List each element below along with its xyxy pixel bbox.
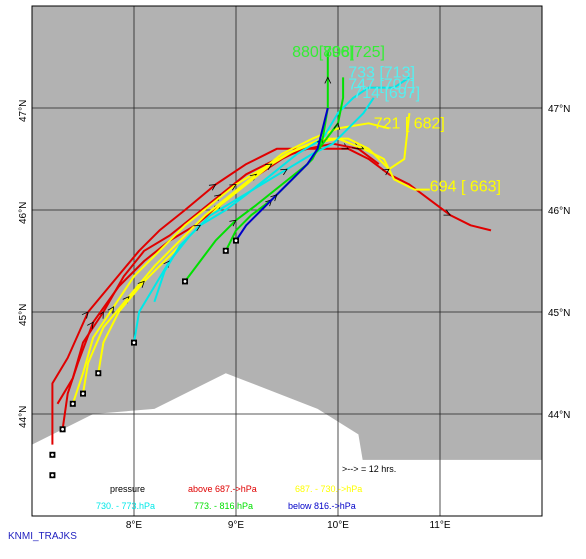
endpoint-label: 747 [707]: [348, 77, 415, 94]
start-marker-dot: [51, 473, 54, 477]
trajectory-arrow: [229, 184, 237, 191]
legend-area: [32, 459, 542, 516]
trajectory-arrow: [193, 224, 202, 232]
legend-entry: below 816.->hPa: [288, 501, 356, 511]
x-tick-label: 9°E: [228, 520, 245, 531]
trajectory-arrow: [107, 306, 115, 314]
trajectory-arrow: [382, 168, 390, 176]
y-tick-label-right: 45°N: [548, 308, 570, 319]
y-tick-label-right: 47°N: [548, 104, 570, 115]
trajectory-7: [153, 76, 410, 303]
y-tick-label-left: 47°N: [18, 100, 29, 122]
trajectory-arrow: [264, 163, 273, 170]
start-marker-dot: [234, 239, 238, 243]
x-tick-label: 8°E: [126, 520, 143, 531]
trajectory-5: [97, 112, 411, 374]
y-tick-label-left: 46°N: [18, 202, 29, 224]
start-marker-dot: [132, 341, 136, 344]
trajectory-arrow: [324, 76, 332, 84]
endpoint-label: 733 [713]: [348, 64, 415, 81]
trajectory-arrow: [280, 168, 288, 176]
start-marker-dot: [71, 402, 75, 406]
legend-title: pressure: [110, 484, 145, 494]
trajectory-arrow: [443, 209, 452, 216]
endpoint-label: 721 [ 682]: [374, 115, 445, 132]
y-tick-label-left: 45°N: [18, 304, 29, 326]
start-marker-dot: [96, 371, 100, 375]
credit-label: KNMI_TRAJKS: [8, 531, 77, 542]
y-tick-label-left: 44°N: [18, 406, 29, 428]
endpoint-label: 880[808]: [292, 44, 354, 61]
y-tick-label-right: 44°N: [548, 410, 570, 421]
legend-entry: 773. - 816.hPa: [194, 501, 253, 511]
endpoint-label: 796[725]: [323, 44, 385, 61]
y-tick-label-right: 46°N: [548, 206, 570, 217]
trajectory-arrow: [81, 311, 89, 319]
trajectory-arrow: [333, 122, 341, 130]
trajectory-arrow: [137, 280, 145, 288]
start-marker-dot: [51, 453, 54, 457]
start-marker-dot: [224, 249, 228, 253]
trajectory-8: [184, 77, 345, 282]
legend-entry: above 687.->hPa: [188, 484, 257, 494]
trajectory-arrow: [229, 219, 237, 227]
endpoint-label: 714 [697]: [353, 85, 420, 102]
legend-entry: 730. - 773.hPa: [96, 501, 155, 511]
legend-entry: 687. - 730.->hPa: [295, 484, 362, 494]
x-tick-label: 11°E: [429, 520, 450, 531]
x-tick-label: 10°E: [327, 520, 349, 531]
start-marker-dot: [61, 427, 64, 431]
trajectory-0: [51, 147, 492, 445]
trajectory-arrow: [208, 184, 217, 191]
start-marker-dot: [81, 392, 85, 395]
start-marker-dot: [183, 280, 187, 283]
trajectory-arrow: [87, 321, 94, 329]
trajectory-10: [235, 107, 329, 242]
endpoint-label: 694 [ 663]: [430, 179, 501, 196]
map-frame: [31, 5, 543, 517]
trajectory-arrow: [270, 194, 278, 202]
interval-note: >--> = 12 hrs.: [342, 464, 396, 474]
trajectory-3: [71, 137, 430, 405]
